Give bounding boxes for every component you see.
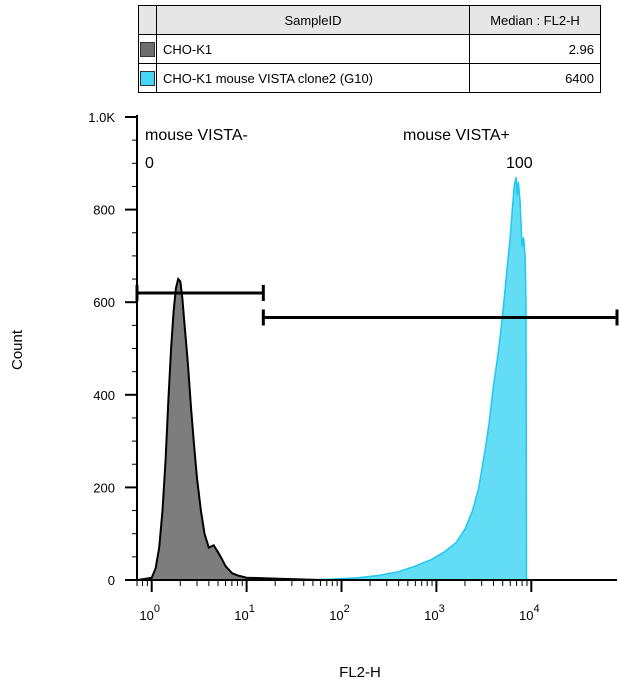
x-tick-exponent: 1 <box>249 603 255 615</box>
y-tick-label: 1.0K <box>88 110 115 125</box>
y-tick-label: 800 <box>93 203 115 218</box>
x-tick-exponent: 2 <box>344 603 350 615</box>
legend-table: SampleID Median : FL2-H CHO-K1 2.96 CHO-… <box>138 5 601 93</box>
x-tick-exponent: 3 <box>439 603 445 615</box>
histogram-outline-1 <box>303 177 528 581</box>
gate-value: 0 <box>145 155 154 172</box>
y-tick-label: 200 <box>93 480 115 495</box>
x-tick-label: 102 <box>329 603 350 623</box>
x-tick-label: 103 <box>424 603 445 623</box>
gate-label: mouse VISTA- <box>145 127 248 144</box>
histogram-outline-0 <box>138 277 321 581</box>
legend-row: CHO-K1 mouse VISTA clone2 (G10) 6400 <box>138 63 601 93</box>
x-tick-label: 104 <box>519 603 540 623</box>
histogram-fill-0 <box>138 279 321 580</box>
legend-sample-name: CHO-K1 mouse VISTA clone2 (G10) <box>156 63 470 93</box>
y-axis-label: Count <box>9 329 26 370</box>
legend-row: CHO-K1 2.96 <box>138 34 601 64</box>
gate-value: 100 <box>506 155 533 172</box>
legend-header-sample: SampleID <box>156 5 470 35</box>
histogram-fill-1 <box>303 177 527 580</box>
y-tick-label: 0 <box>108 573 115 588</box>
y-tick-label: 600 <box>93 295 115 310</box>
legend-header-row: SampleID Median : FL2-H <box>138 5 601 35</box>
legend-swatch-grey <box>140 42 155 58</box>
legend-median-value: 2.96 <box>469 34 601 64</box>
legend-median-value: 6400 <box>469 63 601 93</box>
x-tick-exponent: 4 <box>533 603 539 615</box>
y-tick-label: 400 <box>93 388 115 403</box>
x-tick-exponent: 0 <box>154 603 160 615</box>
x-axis-label: FL2-H <box>339 664 381 681</box>
gate-label: mouse VISTA+ <box>403 127 510 144</box>
x-tick-label: 101 <box>234 603 255 623</box>
x-tick-label: 100 <box>139 603 160 623</box>
legend-swatch-cyan <box>140 71 155 87</box>
